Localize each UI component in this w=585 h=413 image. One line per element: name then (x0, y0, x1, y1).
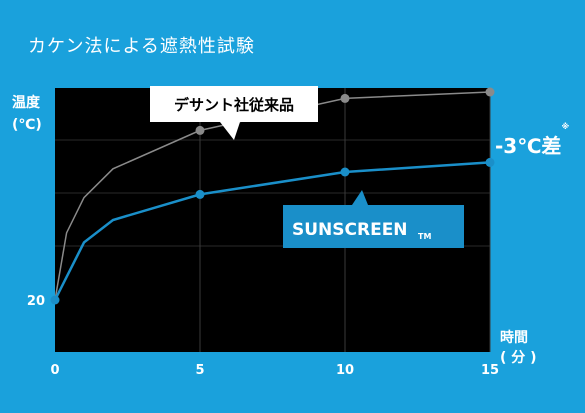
y-axis-label-line2: (℃) (12, 117, 42, 133)
chart-title: カケン法による遮熱性試験 (28, 36, 255, 57)
x-tick-label: 0 (50, 363, 59, 378)
legend-label-tm: TM (418, 232, 431, 241)
y-axis-label: 温度 (℃) (12, 92, 42, 136)
x-tick-label: 10 (336, 363, 354, 378)
x-tick-label: 5 (195, 363, 204, 378)
x-axis-label-line2: ( 分 ) (500, 350, 537, 366)
difference-annotation: -3℃差 ※ (495, 122, 569, 159)
legend-label-sunscreen: SUNSCREEN (292, 220, 408, 240)
data-point (340, 93, 350, 103)
difference-text: -3℃差 (495, 134, 562, 158)
x-axis-label: 時間 ( 分 ) (500, 328, 537, 368)
data-point (195, 125, 205, 135)
legend-callout-legacy (150, 86, 318, 140)
x-tick-label: 15 (481, 363, 499, 378)
data-point (340, 167, 350, 177)
data-point (485, 87, 495, 97)
data-point (195, 189, 205, 199)
note-mark: ※ (561, 122, 570, 131)
legend-label-legacy: デサント社従来品 (174, 96, 294, 114)
x-axis-label-line1: 時間 (500, 330, 528, 346)
data-point (50, 295, 60, 305)
legend-callout-sunscreen (283, 190, 464, 248)
data-point (485, 157, 495, 167)
series-line (53, 161, 491, 301)
y-tick-label: 20 (27, 294, 45, 309)
y-axis-label-line1: 温度 (12, 95, 40, 111)
